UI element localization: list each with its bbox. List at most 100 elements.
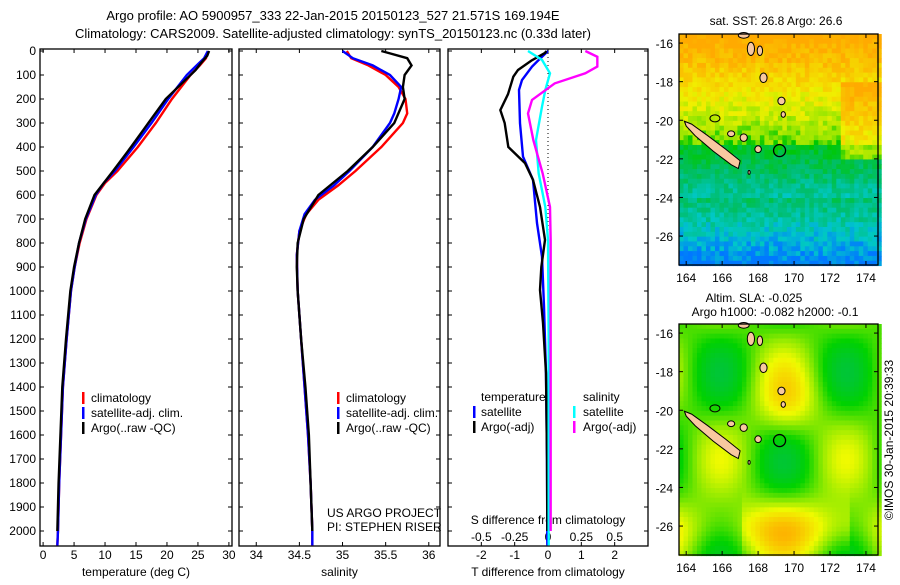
map-cell [687,77,693,83]
map-cell [867,217,873,223]
map-cell [746,236,752,242]
map-cell [764,38,770,45]
map-cell [804,483,810,489]
map-cell [786,251,792,257]
map-cell [710,343,716,349]
map-cell [809,502,815,508]
map-cell [818,178,824,185]
map-cell [737,415,743,421]
map-cell [809,116,815,122]
map-cell [728,231,734,238]
map-cell [876,67,882,74]
map-cell [849,207,855,214]
map-cell [773,34,779,40]
map-cell [858,140,864,146]
map-cell [701,125,707,131]
map-cell [732,512,738,518]
map-cell [791,82,797,88]
map-cell [714,502,720,508]
map-cell [710,260,716,267]
map-cell [679,183,684,189]
map-cell [876,222,882,228]
map-cell [746,193,752,199]
map-cell [710,536,716,542]
map-cell [795,444,801,450]
map-cell [813,434,819,441]
map-cell [737,260,743,267]
map-cell [750,362,756,368]
map-cell [768,212,774,218]
map-cell [863,135,869,141]
map-cell [786,96,792,103]
map-cell [867,521,873,528]
map-cell [867,164,873,170]
map-cell [723,410,729,417]
map-cell [867,391,873,397]
map-cell [710,406,716,412]
map-cell [750,183,756,189]
map-cell [755,106,761,112]
map-cell [732,502,738,508]
map-cell [683,545,689,552]
map-cell [804,222,810,228]
map-cell [858,343,864,349]
map-cell [818,386,824,393]
map-cell [768,135,774,141]
map-cell [696,497,702,504]
map-cell [795,357,801,364]
map-cell [768,130,774,136]
island [777,386,786,396]
lat-tick-label: -26 [656,230,674,244]
title-line-2: Climatology: CARS2009. Satellite-adjuste… [75,26,591,41]
map-cell [701,67,707,74]
map-cell [773,415,779,421]
map-cell [687,140,693,146]
map-cell [813,406,819,412]
map-cell [719,483,725,489]
map-cell [683,222,689,228]
map-cell [696,401,702,407]
map-cell [741,125,747,131]
map-cell [737,120,743,127]
map-cell [728,410,734,417]
map-cell [849,106,855,112]
map-cell [822,483,828,489]
map-cell [876,352,882,359]
map-cell [696,255,702,262]
map-cell [683,154,689,160]
map-cell [737,526,743,532]
map-cell [701,391,707,397]
map-cell [755,255,761,262]
map-cell [836,135,842,141]
map-cell [804,91,810,98]
legend-swatch [82,407,85,419]
map-cell [809,324,815,330]
map-cell [822,391,828,397]
map-cell [863,478,869,484]
map-cell [701,62,707,69]
map-cell [764,178,770,185]
map-cell [876,144,882,151]
map-cell [719,367,725,373]
map-cell [786,140,792,146]
map-cell [701,377,707,383]
map-cell [719,512,725,518]
map-cell [750,53,756,59]
map-cell [773,198,779,204]
map-cell [750,425,756,431]
map-cell [809,101,815,107]
map-cell [728,343,734,349]
map-cell [741,463,747,470]
map-cell [773,111,779,117]
map-cell [719,372,725,378]
map-cell [705,101,711,107]
map-cell [741,188,747,194]
map-cell [768,478,774,484]
map-cell [741,164,747,170]
map-cell [683,106,689,112]
map-cell [741,116,747,122]
map-cell [710,236,716,242]
map-cell [840,77,846,83]
map-cell [759,449,765,455]
island [747,169,751,175]
